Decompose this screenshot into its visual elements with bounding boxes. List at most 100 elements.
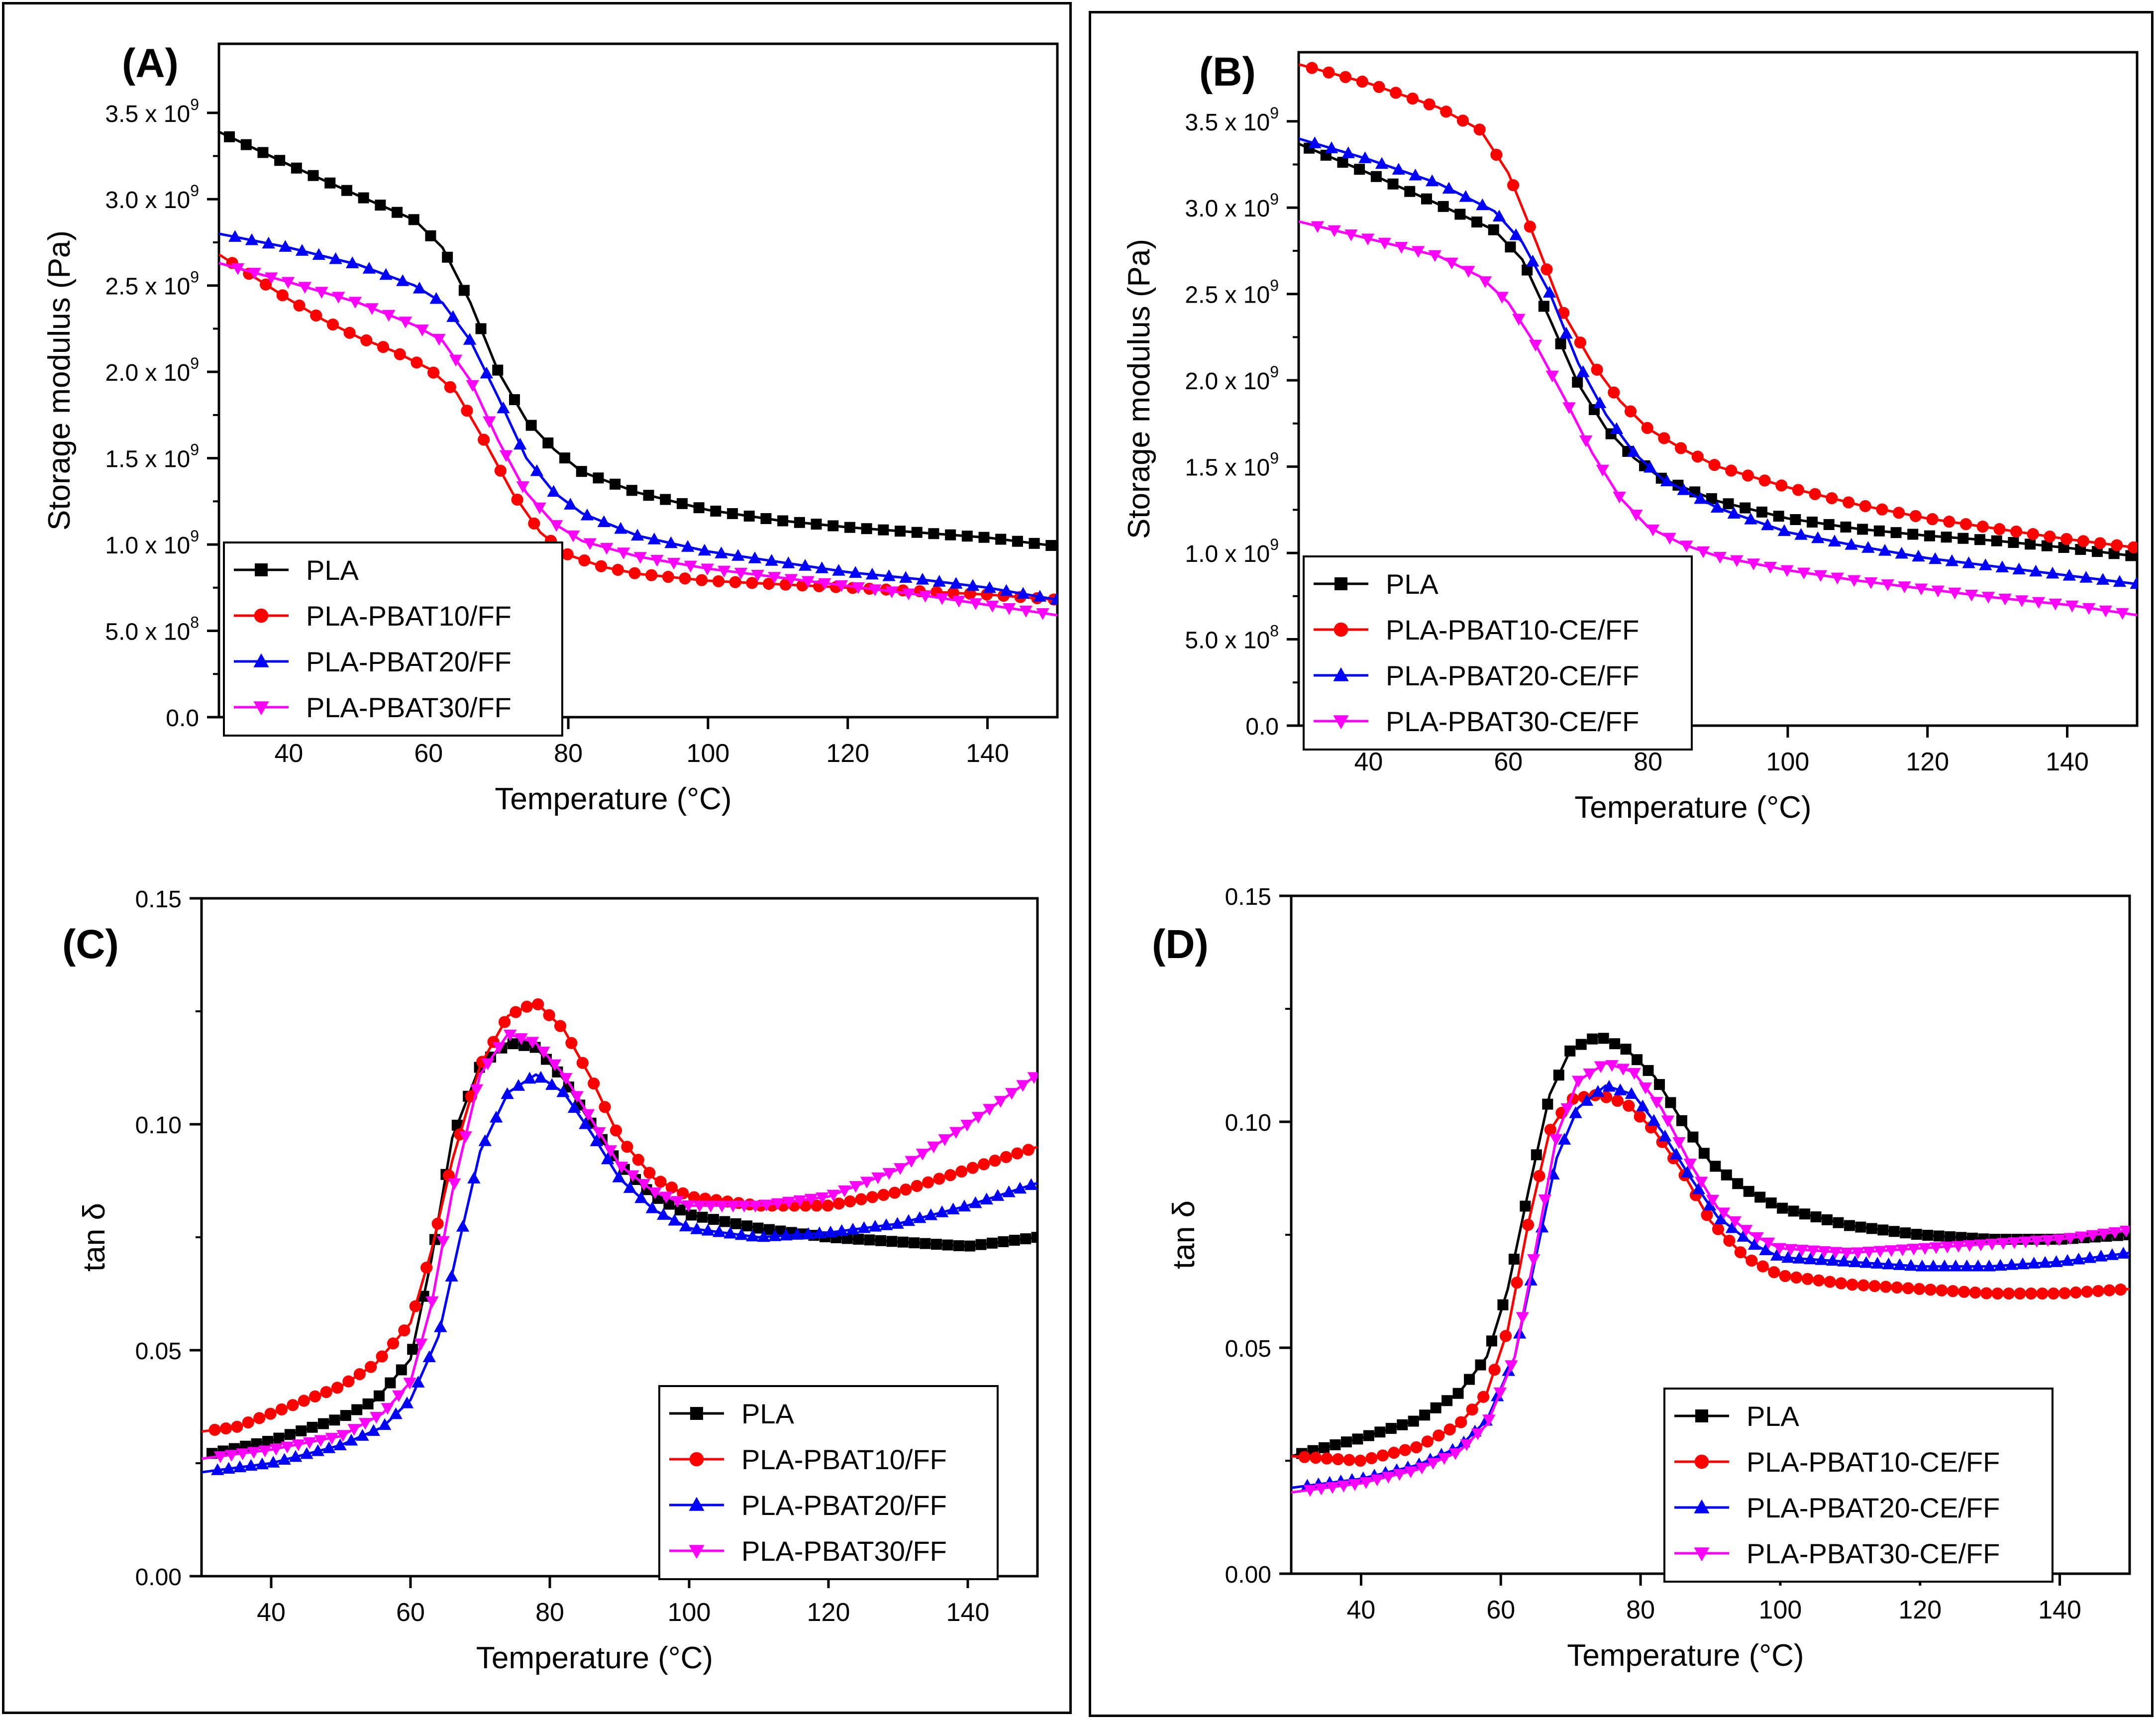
x-tick-label-b: 40 xyxy=(1354,748,1383,776)
data-point-a-1 xyxy=(662,570,674,583)
data-point-a-1 xyxy=(645,569,658,581)
data-point-c-3 xyxy=(581,1109,595,1121)
y-tick-label-d: 0.05 xyxy=(1225,1336,1271,1362)
data-point-b-2 xyxy=(1677,483,1690,495)
data-point-c-1 xyxy=(554,1020,567,1032)
y-tick-label-a: 3.5 x 109 xyxy=(105,96,199,127)
y-tick-label-d: 0.10 xyxy=(1225,1110,1271,1136)
data-point-a-3 xyxy=(331,292,345,304)
data-point-d-2 xyxy=(2117,1247,2130,1259)
data-point-b-2 xyxy=(1995,560,2009,572)
data-point-c-3 xyxy=(971,1112,985,1124)
data-point-b-2 xyxy=(2079,571,2093,583)
data-point-b-1 xyxy=(2044,531,2056,543)
data-point-c-3 xyxy=(849,1181,862,1193)
data-point-b-0 xyxy=(1941,532,1952,543)
data-point-c-0 xyxy=(942,1239,953,1251)
data-point-b-1 xyxy=(1591,363,1603,376)
data-point-d-1 xyxy=(1846,1279,1858,1291)
data-point-a-0 xyxy=(626,485,637,496)
data-point-d-1 xyxy=(1768,1266,1780,1279)
data-point-a-2 xyxy=(1000,584,1013,596)
data-point-c-2 xyxy=(790,1228,804,1240)
data-point-b-1 xyxy=(1507,179,1520,192)
data-point-a-0 xyxy=(358,192,369,204)
data-point-d-3 xyxy=(2119,1225,2130,1238)
data-point-d-3 xyxy=(1560,1103,1574,1115)
data-point-d-2 xyxy=(2105,1248,2119,1260)
data-point-d-1 xyxy=(1958,1286,1970,1298)
data-point-b-3 xyxy=(1713,551,1727,564)
data-point-c-3 xyxy=(213,1451,227,1463)
data-point-d-1 xyxy=(2069,1286,2082,1299)
data-point-c-1 xyxy=(510,1006,522,1018)
y-tick-label-b: 5.0 x 108 xyxy=(1185,622,1279,654)
data-point-d-1 xyxy=(1533,1170,1545,1183)
data-point-c-2 xyxy=(456,1220,470,1232)
data-point-c-0 xyxy=(362,1398,374,1409)
data-point-d-2 xyxy=(2060,1254,2074,1266)
data-point-d-3 xyxy=(1549,1134,1563,1146)
data-point-b-0 xyxy=(1354,164,1365,175)
data-point-d-0 xyxy=(1385,1423,1397,1434)
data-point-c-0 xyxy=(719,1216,730,1227)
data-point-d-0 xyxy=(1777,1202,1788,1214)
data-point-b-2 xyxy=(1576,365,1590,377)
data-point-a-2 xyxy=(698,543,712,556)
data-point-d-1 xyxy=(1913,1283,1926,1295)
data-point-d-1 xyxy=(1712,1223,1725,1235)
data-point-b-2 xyxy=(1979,558,1992,570)
data-point-b-2 xyxy=(1861,541,1875,553)
data-point-c-3 xyxy=(336,1430,350,1442)
x-tick-label-c: 80 xyxy=(535,1598,564,1627)
y-tick-label-a: 2.5 x 109 xyxy=(105,268,199,300)
data-point-d-3 xyxy=(1661,1115,1675,1128)
data-point-b-2 xyxy=(1660,474,1674,486)
y-tick-label-a: 3.0 x 109 xyxy=(105,182,199,214)
data-point-a-3 xyxy=(768,572,781,584)
data-point-d-0 xyxy=(1788,1205,1799,1217)
data-point-d-3 xyxy=(1426,1458,1440,1470)
data-point-a-1 xyxy=(444,381,456,393)
data-point-c-1 xyxy=(955,1165,968,1178)
data-point-b-1 xyxy=(1608,386,1620,399)
data-point-a-3 xyxy=(969,598,982,610)
data-point-c-2 xyxy=(300,1447,313,1459)
data-point-b-3 xyxy=(1361,233,1375,246)
data-point-c-2 xyxy=(567,1101,581,1113)
data-point-c-3 xyxy=(782,1196,796,1209)
data-point-c-2 xyxy=(501,1087,514,1099)
data-point-d-3 xyxy=(1728,1216,1742,1228)
data-point-d-1 xyxy=(1891,1281,1903,1294)
data-point-a-0 xyxy=(274,155,286,166)
data-point-c-1 xyxy=(275,1403,288,1416)
data-point-d-0 xyxy=(1855,1221,1866,1233)
data-point-c-2 xyxy=(824,1225,837,1238)
legend-box-d xyxy=(1663,1388,2053,1583)
data-point-b-0 xyxy=(1572,376,1583,388)
data-point-a-0 xyxy=(727,508,738,519)
data-point-b-0 xyxy=(2008,537,2019,548)
data-point-c-1 xyxy=(610,1124,622,1137)
data-point-d-1 xyxy=(1310,1451,1322,1464)
data-point-a-3 xyxy=(432,333,446,346)
data-point-b-1 xyxy=(1440,106,1452,118)
data-point-c-2 xyxy=(857,1221,871,1233)
legend-marker-a-2 xyxy=(253,653,269,667)
data-point-d-1 xyxy=(1321,1452,1333,1465)
data-point-a-3 xyxy=(315,287,328,299)
data-point-d-3 xyxy=(1873,1246,1887,1258)
data-point-c-1 xyxy=(799,1199,812,1212)
data-point-a-3 xyxy=(348,297,362,309)
data-point-a-0 xyxy=(442,251,453,263)
data-point-c-3 xyxy=(492,1042,506,1054)
data-point-d-3 xyxy=(1404,1466,1418,1478)
data-point-c-3 xyxy=(793,1195,807,1207)
data-point-b-1 xyxy=(2060,533,2073,545)
data-point-c-0 xyxy=(987,1237,998,1249)
data-point-c-0 xyxy=(953,1240,964,1251)
data-point-c-0 xyxy=(998,1236,1009,1247)
data-point-a-3 xyxy=(701,563,714,576)
x-tick-label-c: 120 xyxy=(807,1598,850,1627)
